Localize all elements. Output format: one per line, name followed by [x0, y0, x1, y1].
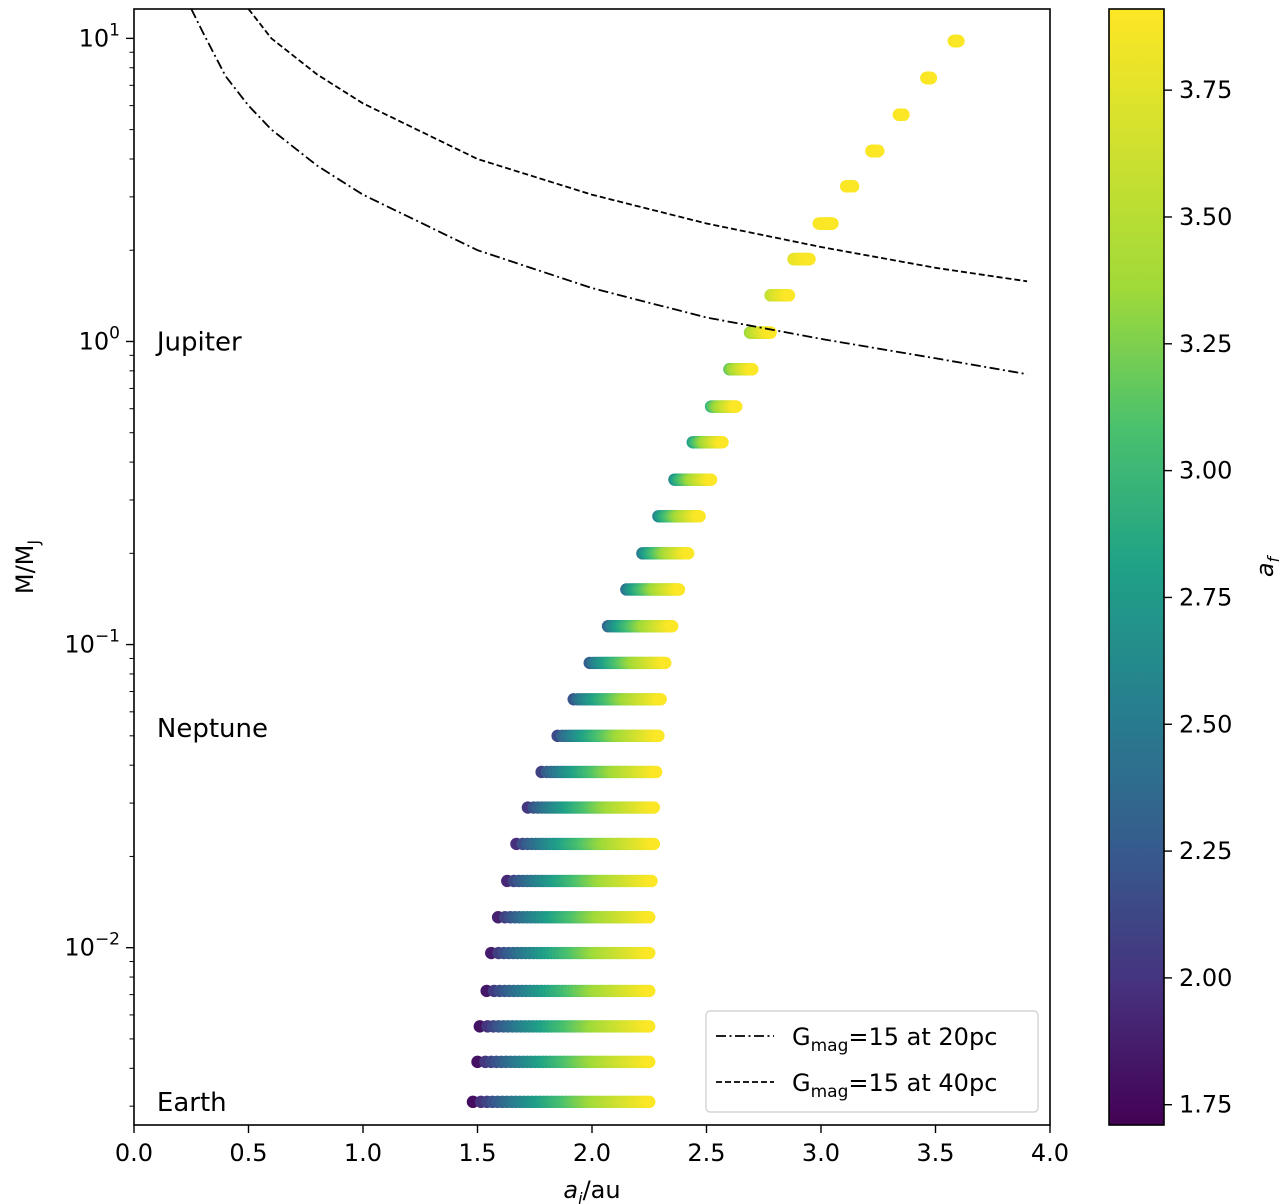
x-tick-label: 2.0 — [573, 1139, 611, 1167]
x-axis-ticks: 0.0 0.5 1.0 1.5 2.0 2.5 3.0 3.5 4.0 — [115, 1125, 1069, 1167]
scatter-point — [643, 984, 656, 998]
scatter-point — [654, 693, 667, 706]
curve-40pc — [247, 9, 1028, 283]
annotations: Jupiter Neptune Earth — [155, 327, 268, 1117]
colorbar-gradient — [1108, 8, 1165, 1126]
colorbar-tick-label: 2.75 — [1179, 583, 1232, 611]
scatter-point — [704, 473, 718, 486]
annotation-neptune: Neptune — [157, 714, 268, 744]
scatter-point — [647, 837, 661, 851]
scatter-point — [681, 547, 695, 560]
x-axis-label: ai/au — [563, 1176, 620, 1204]
y-tick-label: 10−2 — [64, 930, 120, 962]
legend-box — [705, 1010, 1039, 1113]
annotation-earth: Earth — [157, 1088, 227, 1118]
colorbar-tick-label: 2.00 — [1179, 964, 1232, 992]
colorbar: 1.75 2.00 2.25 2.50 2.75 3.00 3.25 3.50 3.75 af — [1108, 8, 1283, 1126]
x-tick-label: 2.5 — [687, 1139, 725, 1167]
limit-curves — [190, 9, 1028, 376]
scatter-point — [643, 1020, 656, 1033]
scatter-point — [872, 144, 885, 158]
legend-label-20pc: Gmag=15 at 20pc — [792, 1023, 997, 1056]
scatter-point — [782, 289, 796, 302]
scatter-point — [803, 252, 816, 266]
annotation-jupiter: Jupiter — [155, 327, 242, 357]
colorbar-tick-label: 3.75 — [1179, 76, 1232, 104]
legend: Gmag=15 at 20pc Gmag=15 at 40pc — [705, 1010, 1039, 1113]
curve-20pc — [190, 9, 1028, 376]
x-tick-label: 4.0 — [1031, 1139, 1069, 1167]
x-tick-label: 1.0 — [344, 1139, 382, 1167]
scatter-point — [643, 1095, 656, 1109]
scatter-point — [952, 34, 965, 48]
scatter-point — [645, 874, 658, 888]
scatter-point — [643, 1055, 656, 1069]
scatter-point — [693, 510, 706, 523]
scatter-point — [652, 729, 665, 743]
colorbar-tick-label: 3.00 — [1179, 457, 1232, 485]
colorbar-ticks: 1.75 2.00 2.25 2.50 2.75 3.00 3.25 3.50 3.75 — [1164, 76, 1232, 1119]
scatter-point — [643, 946, 656, 960]
scatter-point — [746, 363, 759, 376]
scatter-point — [897, 108, 910, 121]
scatter-point — [924, 71, 938, 85]
y-tick-label: 101 — [79, 20, 120, 52]
scatter-point — [659, 656, 672, 670]
y-tick-label: 10−1 — [64, 627, 120, 659]
colorbar-label: af — [1251, 554, 1283, 577]
y-axis-label: M/MJ — [11, 540, 43, 594]
scatter-point — [716, 436, 729, 449]
colorbar-tick-label: 2.25 — [1179, 837, 1232, 865]
scatter-point — [647, 801, 661, 814]
legend-label-40pc: Gmag=15 at 40pc — [792, 1069, 997, 1102]
scatter-points — [466, 34, 965, 1109]
x-tick-label: 0.0 — [115, 1139, 153, 1167]
scatter-point — [846, 180, 860, 193]
colorbar-tick-label: 3.25 — [1179, 330, 1232, 358]
y-tick-label: 100 — [79, 323, 120, 355]
scatter-point — [665, 619, 679, 633]
colorbar-tick-label: 2.50 — [1179, 710, 1232, 738]
scatter-point — [730, 400, 743, 413]
y-axis-ticks: 101 100 10−1 10−2 — [64, 20, 134, 1107]
scatter-point — [826, 217, 839, 230]
colorbar-tick-label: 1.75 — [1179, 1091, 1232, 1119]
x-tick-label: 1.5 — [458, 1139, 496, 1167]
x-tick-label: 3.5 — [916, 1139, 954, 1167]
x-tick-label: 3.0 — [802, 1139, 840, 1167]
x-tick-label: 0.5 — [229, 1139, 267, 1167]
scatter-point — [672, 583, 686, 596]
colorbar-tick-label: 3.50 — [1179, 203, 1232, 231]
scatter-point — [643, 911, 656, 924]
scatter-point — [649, 765, 663, 779]
